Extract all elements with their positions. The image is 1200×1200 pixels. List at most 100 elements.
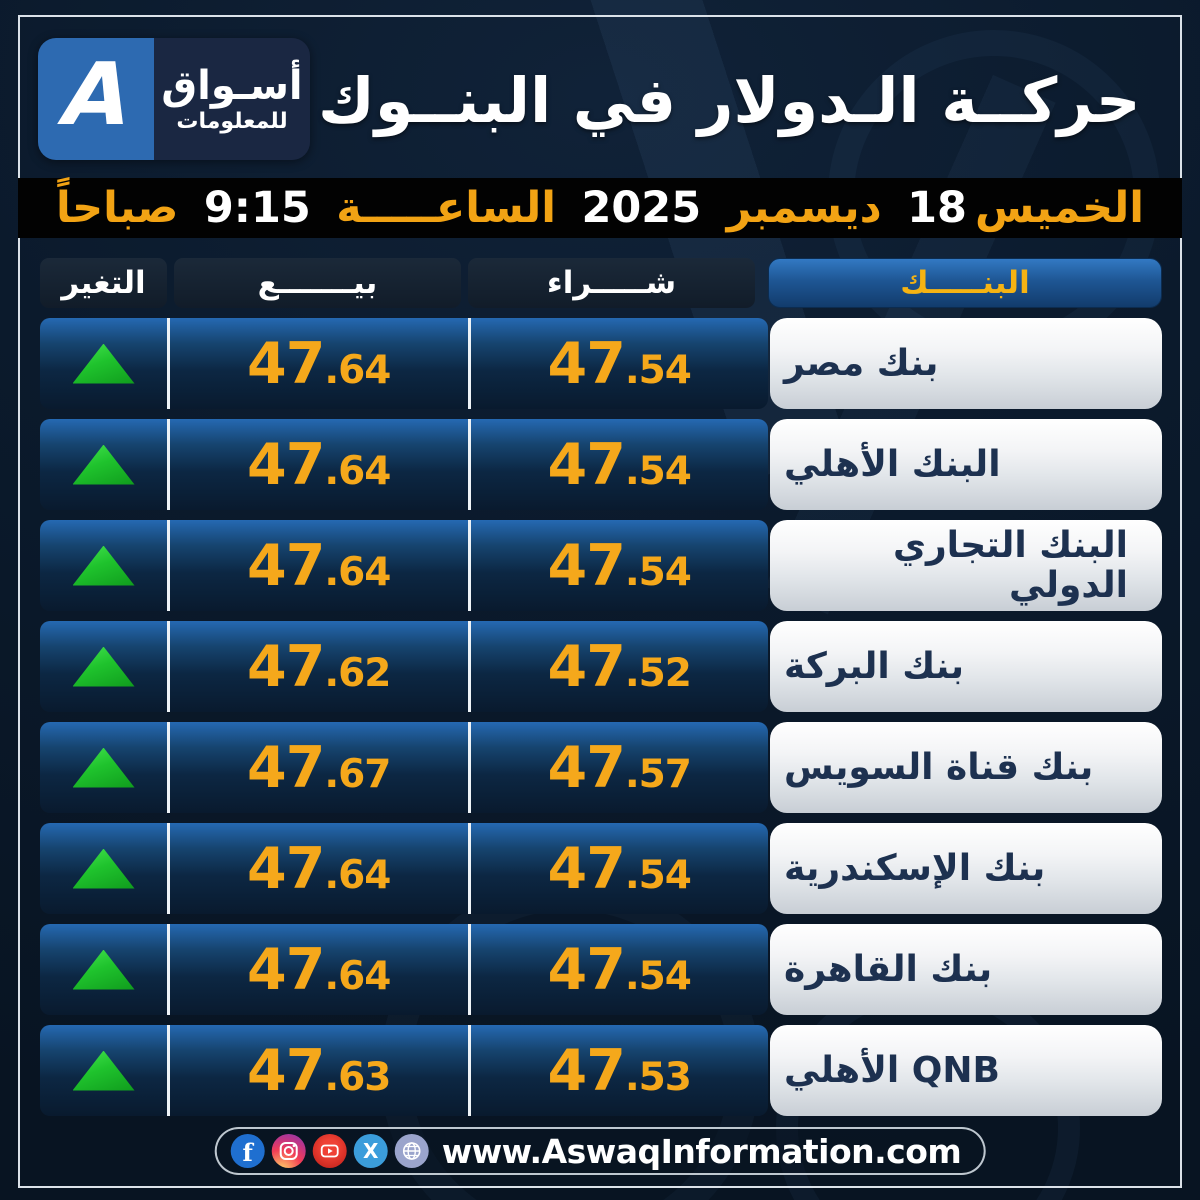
up-arrow-icon — [72, 949, 135, 990]
row-values-panel: 47.62 47.52 — [40, 621, 768, 712]
row-values-panel: 47.64 47.54 — [40, 318, 768, 409]
table-row: 47.67 47.57 بنك قناة السويس — [40, 722, 1162, 813]
row-values-panel: 47.67 47.57 — [40, 722, 768, 813]
row-values-panel: 47.64 47.54 — [40, 419, 768, 510]
date-day: الخميس — [974, 183, 1144, 233]
date-month: ديسمبر — [726, 183, 882, 233]
date-hour-label: الساعـــــة — [336, 183, 556, 233]
change-cell — [40, 823, 167, 914]
bank-panel: بنك قناة السويس — [770, 722, 1162, 813]
buy-cell: 47.54 — [471, 318, 769, 409]
logo-line2: للمعلومات — [176, 108, 288, 134]
up-arrow-icon — [72, 545, 135, 586]
buy-price: 47.54 — [547, 330, 692, 397]
date-day-number: 18 — [907, 183, 967, 233]
sell-price: 47.67 — [247, 734, 391, 801]
column-divider — [167, 1025, 170, 1116]
sell-price: 47.62 — [247, 633, 391, 700]
bank-name: بنك قناة السويس — [784, 746, 1094, 788]
table-row: 47.62 47.52 بنك البركة — [40, 621, 1162, 712]
up-arrow-icon — [72, 343, 135, 384]
column-divider — [167, 924, 170, 1015]
row-values-panel: 47.64 47.54 — [40, 823, 768, 914]
sell-cell: 47.64 — [170, 924, 468, 1015]
logo-text-block: أسـواق للمعلومات — [154, 38, 310, 160]
column-divider — [467, 823, 471, 914]
buy-cell: 47.54 — [471, 520, 769, 611]
date-day-group: الخميس 18 — [907, 183, 1144, 233]
table-row: 47.64 47.54 بنك القاهرة — [40, 924, 1162, 1015]
globe-icon[interactable] — [394, 1134, 429, 1168]
table-body: 47.64 47.54 بنك مصر — [40, 318, 1162, 1116]
sell-price: 47.63 — [247, 1037, 391, 1104]
facebook-icon[interactable]: f — [230, 1134, 265, 1168]
change-cell — [40, 318, 167, 409]
page-title: حركــة الـدولار في البنــوك — [318, 63, 1141, 137]
x-icon[interactable]: X — [353, 1134, 388, 1168]
row-values-panel: 47.64 47.54 — [40, 520, 768, 611]
bank-name: بنك القاهرة — [784, 948, 993, 990]
website-url[interactable]: www.AswaqInformation.com — [441, 1131, 962, 1171]
bank-panel: QNB الأهلي — [770, 1025, 1162, 1116]
change-cell — [40, 419, 167, 510]
bank-name: بنك مصر — [784, 342, 939, 384]
change-cell — [40, 924, 167, 1015]
column-divider — [167, 419, 170, 510]
buy-price: 47.57 — [547, 734, 692, 801]
table-row: 47.64 47.54 البنك الأهلي — [40, 419, 1162, 510]
header-buy: شـــــراء — [468, 258, 755, 308]
column-divider — [467, 924, 471, 1015]
bank-name: البنك التجاري الدولي — [892, 524, 1128, 606]
table-header-row: التغير بيـــــــع شـــــراء البنـــــك — [40, 258, 1162, 308]
change-cell — [40, 722, 167, 813]
column-divider — [167, 621, 170, 712]
instagram-icon[interactable] — [271, 1134, 306, 1168]
row-values-panel: 47.64 47.54 — [40, 924, 768, 1015]
bank-panel: بنك الإسكندرية — [770, 823, 1162, 914]
date-bar: الخميس 18 ديسمبر 2025 الساعـــــة 9:15 ص… — [18, 178, 1182, 238]
aswaq-logo: A أسـواق للمعلومات — [38, 38, 310, 160]
date-year: 2025 — [581, 183, 702, 233]
table-row: 47.64 47.54 البنك التجاري الدولي — [40, 520, 1162, 611]
buy-price: 47.54 — [547, 936, 692, 1003]
column-divider — [467, 520, 471, 611]
header-sell: بيـــــــع — [174, 258, 461, 308]
buy-cell: 47.54 — [471, 823, 769, 914]
bank-panel: البنك الأهلي — [770, 419, 1162, 510]
buy-cell: 47.53 — [471, 1025, 769, 1116]
footer-link-pill: f X www.AswaqInformation.com — [214, 1127, 986, 1175]
column-divider — [467, 419, 471, 510]
sell-price: 47.64 — [247, 330, 391, 397]
column-divider — [467, 621, 471, 712]
bank-panel: بنك البركة — [770, 621, 1162, 712]
buy-cell: 47.52 — [471, 621, 769, 712]
buy-price: 47.54 — [547, 431, 692, 498]
rates-table: التغير بيـــــــع شـــــراء البنـــــك 4… — [40, 258, 1162, 1126]
up-arrow-icon — [72, 848, 135, 889]
bank-name: البنك الأهلي — [784, 443, 1001, 485]
sell-cell: 47.64 — [170, 823, 468, 914]
buy-price: 47.54 — [547, 532, 692, 599]
sell-cell: 47.64 — [170, 419, 468, 510]
table-row: 47.63 47.53 QNB الأهلي — [40, 1025, 1162, 1116]
sell-cell: 47.67 — [170, 722, 468, 813]
row-values-panel: 47.63 47.53 — [40, 1025, 768, 1116]
sell-price: 47.64 — [247, 835, 391, 902]
buy-cell: 47.54 — [471, 924, 769, 1015]
column-divider — [167, 318, 170, 409]
buy-price: 47.53 — [547, 1037, 692, 1104]
up-arrow-icon — [72, 646, 135, 687]
date-period: صباحاً — [56, 183, 179, 233]
bank-panel: بنك القاهرة — [770, 924, 1162, 1015]
buy-price: 47.54 — [547, 835, 692, 902]
logo-line1: أسـواق — [161, 62, 303, 109]
table-row: 47.64 47.54 بنك مصر — [40, 318, 1162, 409]
change-cell — [40, 520, 167, 611]
youtube-icon[interactable] — [312, 1134, 347, 1168]
up-arrow-icon — [72, 1050, 135, 1091]
buy-cell: 47.54 — [471, 419, 769, 510]
header-bank: البنـــــك — [768, 258, 1162, 308]
column-divider — [467, 722, 471, 813]
column-divider — [167, 722, 170, 813]
sell-cell: 47.64 — [170, 520, 468, 611]
